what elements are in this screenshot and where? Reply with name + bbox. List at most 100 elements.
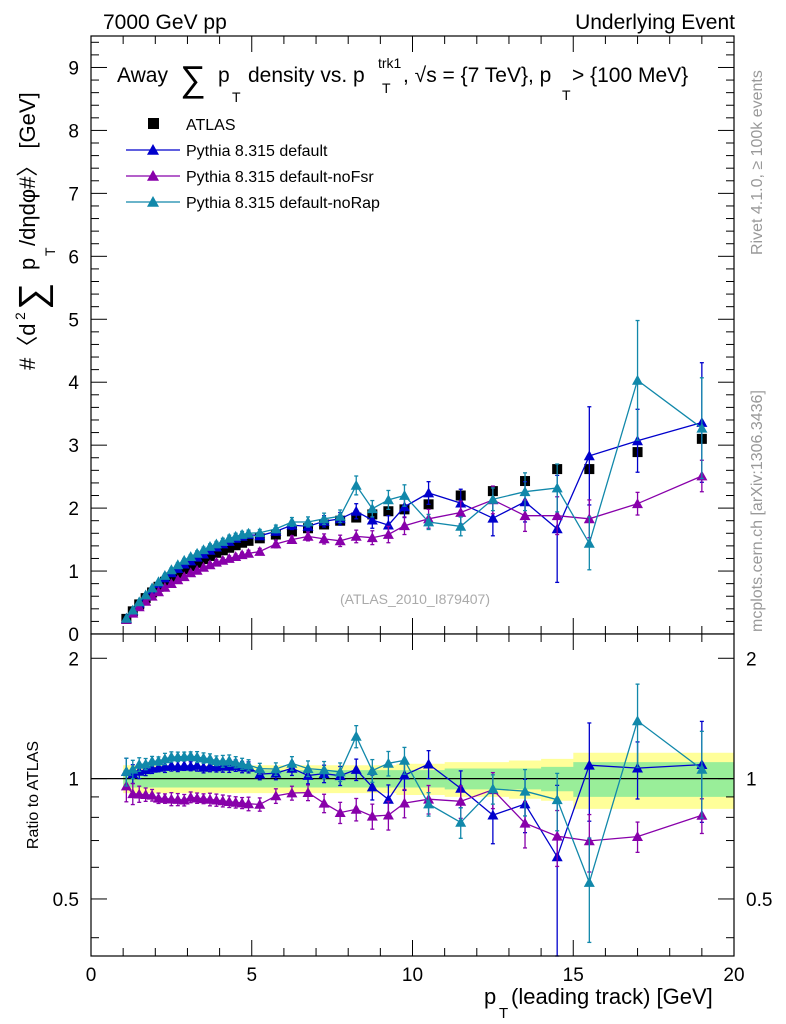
series-1-point xyxy=(423,487,435,498)
series-1-point xyxy=(382,519,394,530)
series-2-ratio-point xyxy=(286,787,298,798)
series-3-ratio-point xyxy=(302,763,314,773)
series-3-point xyxy=(127,604,139,615)
series-2-ratio-point xyxy=(178,794,190,805)
series-1-ratio-point xyxy=(165,760,177,770)
series-2-point xyxy=(185,567,197,578)
series-3-point xyxy=(217,536,229,546)
series-2-point xyxy=(455,507,467,517)
series-2-point xyxy=(399,520,410,531)
series-2-ratio-point xyxy=(198,793,209,804)
series-3-ratio-point xyxy=(487,783,499,794)
title-part-t-sub3: T xyxy=(562,87,571,103)
ylabel-part-e: /dηdφ#〉 [GeV] xyxy=(15,92,40,246)
series-2-ratio-point xyxy=(334,807,346,817)
y-tick-label: 5 xyxy=(68,310,79,331)
title-part-t-sub2: T xyxy=(382,80,391,96)
series-2-point xyxy=(133,601,145,612)
title-sum-symbol: ∑ xyxy=(180,58,206,99)
y-tick-label: 6 xyxy=(68,247,79,268)
series-2-point xyxy=(165,578,177,588)
atlas-point xyxy=(204,550,215,561)
analysis-watermark: (ATLAS_2010_I879407) xyxy=(340,591,490,607)
series-3-point xyxy=(120,612,132,623)
ylabel-sum-symbol: ∑ xyxy=(12,283,54,310)
series-2-ratio-point xyxy=(399,797,410,808)
series-2-point xyxy=(204,559,216,570)
series-3-ratio-point xyxy=(286,757,298,768)
atlas-point xyxy=(192,557,203,568)
series-3-ratio-point xyxy=(204,753,216,764)
x-tick-label: 10 xyxy=(402,965,423,986)
series-3-point xyxy=(140,589,152,600)
series-1-ratio-point xyxy=(350,764,362,774)
ylabel-part-c: p xyxy=(15,258,40,270)
series-3-point xyxy=(153,576,164,587)
series-3-ratio-point xyxy=(632,715,643,726)
series-3-ratio-point xyxy=(583,877,595,887)
series-3-ratio-point xyxy=(334,766,346,777)
series-3-ratio-point xyxy=(230,756,242,767)
series-2-point xyxy=(350,530,362,541)
xlabel-part-t: T xyxy=(499,1005,508,1022)
series-2-point xyxy=(191,564,203,575)
series-3-point xyxy=(583,537,595,548)
main-axis-ticks: 0 1 2 3 4 5 6 7 8 9 xyxy=(68,36,735,646)
y-tick-label: 7 xyxy=(68,184,79,205)
atlas-point xyxy=(198,554,209,565)
x-tick-label: 0 xyxy=(86,965,97,986)
series-2-ratio-point xyxy=(270,790,282,801)
ratio-y-tick-label-right: 0.5 xyxy=(746,890,772,911)
legend-marker xyxy=(147,196,159,207)
title-part-sqrts: , √s = {7 TeV}, p xyxy=(403,64,551,87)
title-part-away: Away xyxy=(117,64,168,87)
plot-title: Away ∑ p T density vs. p T trk1 , √s = {… xyxy=(117,55,688,105)
series-3-point xyxy=(210,538,222,549)
ylabel-part-a: #〈d xyxy=(15,324,40,370)
y-tick-label: 2 xyxy=(68,499,79,520)
series-3-ratio-point xyxy=(127,763,139,774)
series-2-ratio-point xyxy=(382,809,394,820)
series-2-point xyxy=(243,547,254,558)
atlas-point xyxy=(243,535,254,546)
series-2-ratio-point xyxy=(318,797,330,808)
series-2-point xyxy=(198,561,209,572)
header-left: 7000 GeV pp xyxy=(103,11,227,34)
ratio-y-tick-label: 1 xyxy=(68,770,79,791)
series-2-point xyxy=(172,574,184,585)
series-1-ratio-point xyxy=(366,781,378,792)
atlas-point xyxy=(185,561,196,572)
series-2-point xyxy=(302,530,314,541)
series-2-ratio-point xyxy=(243,798,254,809)
atlas-point xyxy=(217,545,228,556)
series-3-ratio-point xyxy=(366,765,378,775)
series-3-point xyxy=(302,516,314,527)
series-1-ratio-point xyxy=(423,758,435,769)
series-2-ratio-point xyxy=(366,810,378,821)
series-3-point xyxy=(172,559,184,570)
series-3-point xyxy=(133,596,145,607)
series-3-ratio-point xyxy=(140,758,152,769)
series-3-ratio-point xyxy=(236,758,248,769)
series-2-point xyxy=(270,538,282,549)
series-3-point xyxy=(254,527,266,538)
series-2-point xyxy=(519,510,531,521)
series-3-ratio-point xyxy=(382,757,394,768)
ratio-series xyxy=(120,683,708,957)
main-series xyxy=(120,319,708,624)
series-3-point xyxy=(270,523,282,534)
series-3-point xyxy=(146,582,158,593)
y-tick-label: 0 xyxy=(68,625,79,646)
y-tick-label: 4 xyxy=(68,373,79,394)
y-tick-label: 8 xyxy=(68,121,79,142)
series-3-ratio-point xyxy=(350,730,362,741)
series-1-point xyxy=(583,450,595,461)
series-2-ratio-point xyxy=(223,796,235,806)
series-3-point xyxy=(191,547,203,558)
legend-marker xyxy=(147,170,159,181)
x-tick-label: 15 xyxy=(563,965,584,986)
series-3-point xyxy=(423,516,435,527)
series-2-point xyxy=(153,586,164,597)
series-3-point xyxy=(487,493,499,504)
series-2-point xyxy=(334,535,346,546)
